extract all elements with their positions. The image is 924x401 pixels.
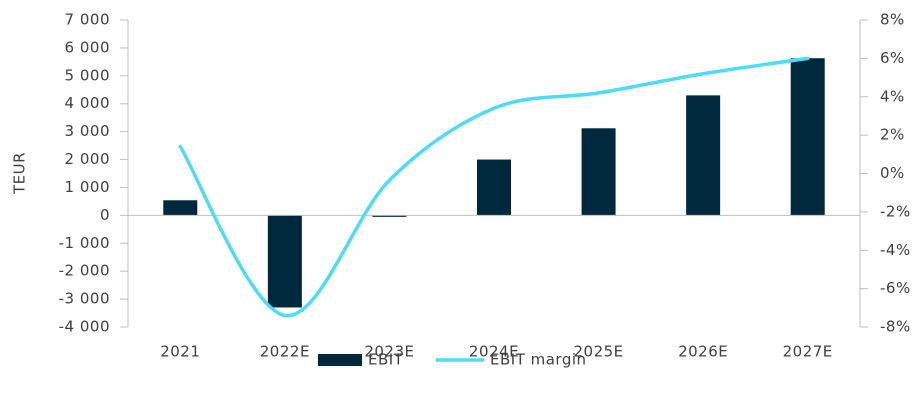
line	[178, 56, 810, 318]
x-tick-label: 2027E	[783, 343, 833, 361]
x-tick-label: 2023E	[364, 343, 414, 361]
bar	[790, 58, 825, 216]
x-tick-label: 2026E	[678, 343, 728, 361]
y2-tick-label: -6%	[880, 279, 911, 297]
x-tick-label: 2025E	[573, 343, 623, 361]
y2-tick-label: -2%	[880, 202, 911, 220]
y-tick-label: 6 000	[65, 38, 110, 56]
y2-tick-label: 4%	[880, 87, 905, 105]
legend-swatch	[318, 354, 362, 366]
x-tick-label: 2024E	[469, 343, 519, 361]
y-tick-label: 4 000	[65, 94, 110, 112]
y2-tick-label: 2%	[880, 126, 905, 144]
y-tick-label: 5 000	[65, 66, 110, 84]
bar	[686, 95, 721, 216]
y-tick-label: -2 000	[59, 262, 110, 280]
y2-tick-label: 8%	[880, 11, 905, 29]
y-tick-label: 7 000	[65, 11, 110, 29]
bar	[581, 128, 616, 216]
y2-tick-label: -4%	[880, 241, 911, 259]
bar	[267, 215, 302, 308]
y-tick-label: 2 000	[65, 150, 110, 168]
y2-tick-label: 0%	[880, 164, 905, 182]
y-tick-label: -1 000	[59, 234, 110, 252]
y-tick-label: 1 000	[65, 178, 110, 196]
y-tick-label: 0	[100, 206, 110, 224]
x-tick-label: 2022E	[260, 343, 310, 361]
y-tick-label: -4 000	[59, 318, 110, 336]
y-tick-label: 3 000	[65, 122, 110, 140]
y2-tick-label: -8%	[880, 318, 911, 336]
legend-label: EBIT	[368, 351, 404, 369]
legend-label: EBIT margin	[490, 351, 587, 369]
bar	[477, 159, 511, 216]
y-tick-label: -3 000	[59, 290, 110, 308]
y2-tick-label: 6%	[880, 49, 905, 67]
y-axis-label: TEUR	[11, 152, 29, 195]
bar	[163, 200, 198, 216]
bar	[372, 215, 407, 217]
x-tick-label: 2021	[160, 343, 200, 361]
